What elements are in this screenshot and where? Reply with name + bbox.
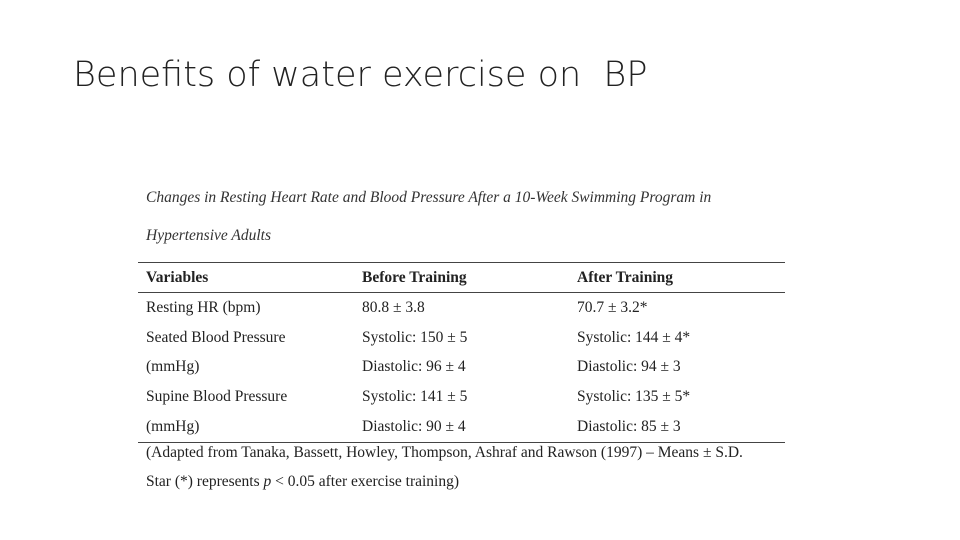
footnote-significance: Star (*) represents p < 0.05 after exerc… <box>146 473 459 491</box>
cell-after: Systolic: 135 ± 5* <box>577 388 691 406</box>
cell-variable: Supine Blood Pressure <box>146 388 288 406</box>
cell-after: 70.7 ± 3.2* <box>577 298 648 316</box>
cell-variable: (mmHg) <box>146 418 200 436</box>
table-caption-line-2: Hypertensive Adults <box>146 227 271 244</box>
table-row: (mmHg) Diastolic: 90 ± 4 Diastolic: 85 ±… <box>138 412 785 442</box>
table-row: Resting HR (bpm) 80.8 ± 3.8 70.7 ± 3.2* <box>138 293 785 323</box>
cell-before: Diastolic: 90 ± 4 <box>362 418 466 436</box>
cell-variable: Resting HR (bpm) <box>146 298 261 316</box>
footnote-p-symbol: p <box>263 473 272 490</box>
header-variables: Variables <box>146 268 209 286</box>
cell-variable: Seated Blood Pressure <box>146 328 286 346</box>
table-header-rule <box>138 292 785 293</box>
cell-after: Diastolic: 94 ± 3 <box>577 358 681 376</box>
cell-before: Systolic: 141 ± 5 <box>362 388 468 406</box>
table-row: Seated Blood Pressure Systolic: 150 ± 5 … <box>138 323 785 353</box>
footnote-suffix: < 0.05 after exercise training) <box>271 473 460 490</box>
cell-before: Systolic: 150 ± 5 <box>362 328 468 346</box>
cell-after: Systolic: 144 ± 4* <box>577 328 691 346</box>
cell-after: Diastolic: 85 ± 3 <box>577 418 681 436</box>
table-row: Supine Blood Pressure Systolic: 141 ± 5 … <box>138 382 785 412</box>
results-table: Variables Before Training After Training <box>138 263 785 292</box>
table-caption-line-1: Changes in Resting Heart Rate and Blood … <box>146 189 712 206</box>
table-top-rule <box>138 262 785 263</box>
table-row: (mmHg) Diastolic: 96 ± 4 Diastolic: 94 ±… <box>138 353 785 383</box>
header-before-training: Before Training <box>362 268 467 286</box>
cell-variable: (mmHg) <box>146 358 200 376</box>
results-table-body: Resting HR (bpm) 80.8 ± 3.8 70.7 ± 3.2* … <box>138 293 785 442</box>
footnote-source: (Adapted from Tanaka, Bassett, Howley, T… <box>146 444 743 461</box>
results-table-container: Variables Before Training After Training… <box>138 262 785 443</box>
table-header-row: Variables Before Training After Training <box>138 263 785 292</box>
cell-before: Diastolic: 96 ± 4 <box>362 358 466 376</box>
footnote-prefix: Star (*) represents <box>146 473 264 490</box>
slide-title: Benefits of water exercise on BP <box>73 55 648 95</box>
header-after-training: After Training <box>577 268 674 286</box>
table-bottom-rule <box>138 441 785 443</box>
cell-before: 80.8 ± 3.8 <box>362 298 425 316</box>
